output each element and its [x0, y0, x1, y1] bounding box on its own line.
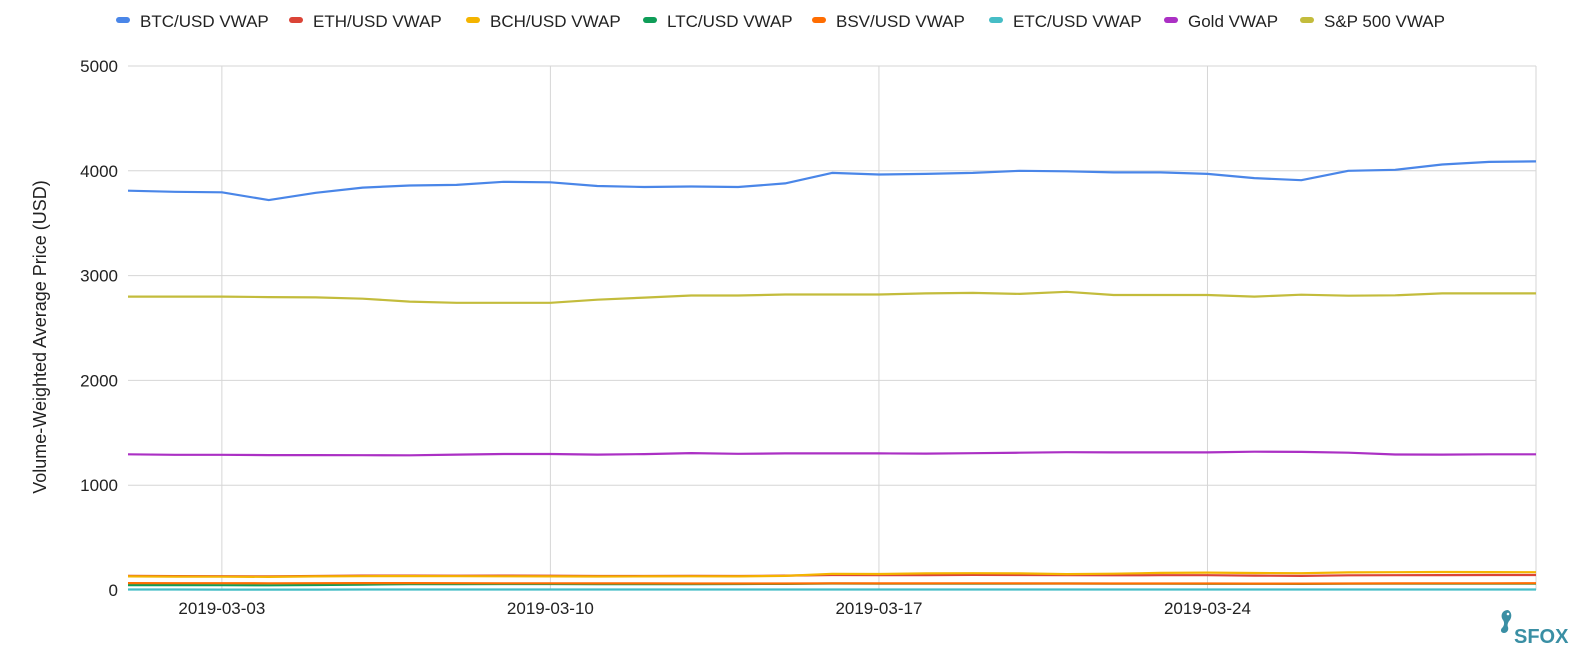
legend-swatch	[812, 17, 826, 23]
legend-swatch	[466, 17, 480, 23]
x-tick-label: 2019-03-17	[835, 599, 922, 618]
y-tick-label: 5000	[80, 57, 118, 76]
legend: BTC/USD VWAP ETH/USD VWAP BCH/USD VWAP LTC/…	[116, 12, 1445, 31]
legend-label: BSV/USD VWAP	[836, 12, 965, 31]
legend-label: Gold VWAP	[1188, 12, 1278, 31]
legend-swatch	[289, 17, 303, 23]
series-line-0	[128, 161, 1536, 200]
y-axis-title: Volume-Weighted Average Price (USD)	[30, 180, 50, 493]
y-tick-label: 0	[109, 581, 118, 600]
brand-logo: SFOX	[1501, 610, 1569, 648]
gridlines	[128, 66, 1536, 590]
legend-swatch	[1300, 17, 1314, 23]
x-tick-label: 2019-03-24	[1164, 599, 1251, 618]
series-line-6	[128, 452, 1536, 456]
legend-swatch	[643, 17, 657, 23]
y-tick-label: 1000	[80, 476, 118, 495]
legend-label: ETH/USD VWAP	[313, 12, 442, 31]
legend-label: BTC/USD VWAP	[140, 12, 269, 31]
y-tick-label: 4000	[80, 162, 118, 181]
legend-swatch	[1164, 17, 1178, 23]
series-lines	[128, 161, 1536, 589]
legend-label: S&P 500 VWAP	[1324, 12, 1445, 31]
legend-label: BCH/USD VWAP	[490, 12, 621, 31]
x-tick-label: 2019-03-03	[178, 599, 265, 618]
legend-swatch	[989, 17, 1003, 23]
y-tick-label: 2000	[80, 371, 118, 390]
legend-swatch	[116, 17, 130, 23]
seahorse-icon	[1501, 610, 1511, 633]
x-axis-ticks: 2019-03-03 2019-03-10 2019-03-17 2019-03-24	[178, 599, 1251, 618]
x-tick-label: 2019-03-10	[507, 599, 594, 618]
legend-label: LTC/USD VWAP	[667, 12, 793, 31]
brand-name: SFOX	[1514, 626, 1569, 648]
series-line-7	[128, 292, 1536, 303]
y-axis-ticks: 0 1000 2000 3000 4000 5000	[80, 57, 118, 600]
series-line-4	[128, 583, 1536, 584]
legend-label: ETC/USD VWAP	[1013, 12, 1142, 31]
y-tick-label: 3000	[80, 267, 118, 286]
